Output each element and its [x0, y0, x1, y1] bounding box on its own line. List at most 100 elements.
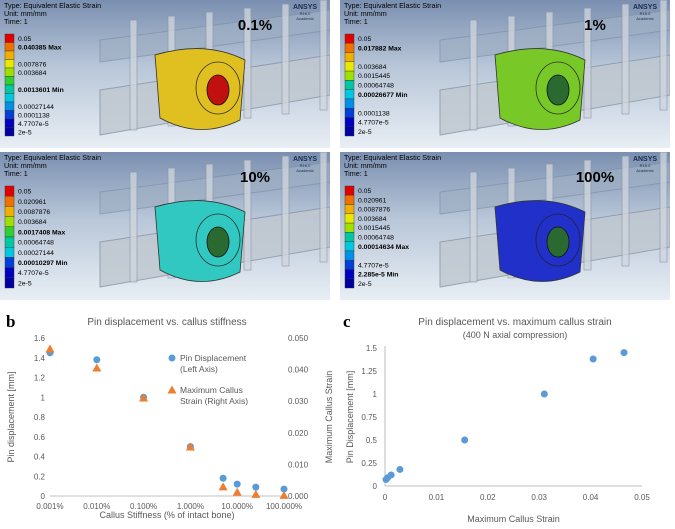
chart-c-y-tick: 1.25	[361, 367, 377, 376]
legend-color-band	[4, 67, 15, 77]
chart-b-y-tick: 0.6	[34, 433, 46, 442]
legend-value: 0.0015445	[358, 225, 390, 232]
fixator-bar	[99, 9, 330, 63]
chart-c-y-label: Pin Displacement [mm]	[345, 371, 355, 464]
legend-color-band	[4, 267, 15, 278]
legend-color-band	[4, 101, 15, 111]
legend-color-band	[344, 33, 355, 44]
legend-color-band	[344, 98, 355, 109]
chart-c-x-tick: 0.03	[531, 493, 547, 502]
chart-b-point-callus-strain	[45, 344, 55, 353]
legend-value: 0.020961	[18, 199, 47, 206]
ansys-version: R16.0	[640, 163, 651, 168]
chart-b: Pin displacement vs. callus stiffness 0 0.…	[0, 310, 340, 529]
stiffness-percent-label: 0.1%	[238, 17, 272, 34]
legend-color-band	[344, 52, 355, 63]
chart-b-x-tick: 10.000%	[221, 502, 253, 511]
chart-b-point-callus-strain	[185, 442, 195, 451]
legend-value: 0.0087876	[358, 207, 390, 214]
chart-b-svg: Pin displacement vs. callus stiffness00.…	[6, 317, 334, 520]
chart-b-y-label: Pin displacement [mm]	[6, 371, 16, 462]
legend-value: 4.7707e-5	[358, 262, 389, 269]
legend-color-band	[4, 110, 15, 120]
fixator-pin	[319, 0, 328, 111]
ansys-edition: Academic	[636, 16, 654, 21]
chart-b-point-pin-displacement	[233, 480, 241, 488]
fixator-pin	[469, 171, 478, 283]
chart-c-title: Pin displacement vs. maximum callus stra…	[418, 317, 611, 328]
legend-value: 2e-5	[18, 280, 32, 287]
legend-value: 4.7707e-5	[18, 270, 49, 277]
chart-c-y-tick: 0	[373, 482, 378, 491]
legend-color-band	[4, 216, 15, 227]
legend-value: 0.003684	[18, 219, 47, 226]
fixator-bar	[439, 9, 670, 63]
legend-color-band	[344, 89, 355, 100]
legend-color-band	[4, 196, 15, 207]
legend-value: 0.00064748	[358, 235, 394, 242]
chart-b-point-callus-strain	[251, 489, 261, 498]
chart-c-svg: Pin displacement vs. maximum callus stra…	[345, 317, 650, 524]
chart-b-x-tick: 1.000%	[177, 502, 204, 511]
chart-b-x-tick: 100.000%	[266, 502, 302, 511]
chart-b-x-tick: 0.010%	[83, 502, 110, 511]
legend-color-band	[4, 42, 15, 52]
chart-b-point-callus-strain	[232, 487, 242, 496]
chart-c-y-tick: 1	[373, 390, 378, 399]
legend-color-band	[344, 259, 355, 270]
ansys-version: R16.0	[640, 11, 651, 16]
pin-hole	[546, 74, 570, 106]
result-type-label: Type: Equivalent Elastic Strain	[344, 153, 441, 162]
chart-b-point-pin-displacement	[252, 483, 260, 491]
legend-color-band	[344, 213, 355, 224]
pin-hole	[546, 226, 570, 258]
legend-value: 0.003684	[358, 64, 387, 71]
fixator-pin	[129, 19, 138, 131]
result-type-label: Type: Equivalent Elastic Strain	[344, 1, 441, 10]
legend-value: 0.00064748	[358, 83, 394, 90]
legend-color-band	[344, 204, 355, 215]
legend-value: 2e-5	[358, 129, 372, 136]
chart-c-x-tick: 0	[383, 493, 388, 502]
legend-color-band	[4, 33, 15, 43]
chart-b-y2-tick: 0.030	[288, 397, 309, 406]
chart-b-legend-label: Maximum Callus	[180, 385, 243, 395]
legend-value: 0.05	[18, 36, 31, 43]
legend-value: 0.00027144	[18, 250, 54, 257]
ansys-version: R16.0	[300, 163, 311, 168]
chart-b-y-tick: 1.2	[34, 374, 46, 383]
result-time-label: Time: 1	[4, 169, 28, 178]
pin-hole	[206, 74, 230, 106]
legend-value: 0.007876	[18, 61, 47, 68]
legend-color-band	[344, 269, 355, 279]
legend-value: 0.00064748	[18, 240, 54, 247]
chart-b-x-tick: 0.001%	[36, 502, 63, 511]
chart-c-point	[461, 436, 469, 444]
chart-b-point-pin-displacement	[93, 356, 101, 364]
fea-panel-2: Type: Equivalent Elastic Strain Unit: mm/…	[0, 152, 330, 300]
fixator-pin	[621, 155, 630, 267]
result-time-label: Time: 1	[344, 17, 368, 26]
legend-value: 0.0017408 Max	[18, 229, 65, 236]
legend-color-band	[4, 226, 15, 238]
chart-b-x-label: Callus Stiffness (% of intact bone)	[100, 510, 235, 520]
legend-color-band	[4, 93, 15, 103]
result-unit-label: Unit: mm/mm	[4, 161, 47, 170]
pin-hole	[206, 226, 230, 258]
legend-value: 0.05	[358, 188, 371, 195]
legend-color-band	[344, 232, 355, 242]
legend-value: 0.00026677 Min	[358, 92, 408, 99]
fixator-pin	[281, 155, 290, 267]
legend-color-band	[344, 117, 355, 127]
ansys-edition: Academic	[296, 168, 314, 173]
chart-b-y-tick: 0.4	[34, 453, 46, 462]
legend-value: 0.040385 Max	[18, 44, 62, 51]
stiffness-percent-label: 10%	[240, 169, 270, 186]
chart-c-x-tick: 0.01	[429, 493, 445, 502]
chart-c-point	[387, 471, 395, 479]
fea-panel-0: Type: Equivalent Elastic Strain Unit: mm/…	[0, 0, 330, 148]
